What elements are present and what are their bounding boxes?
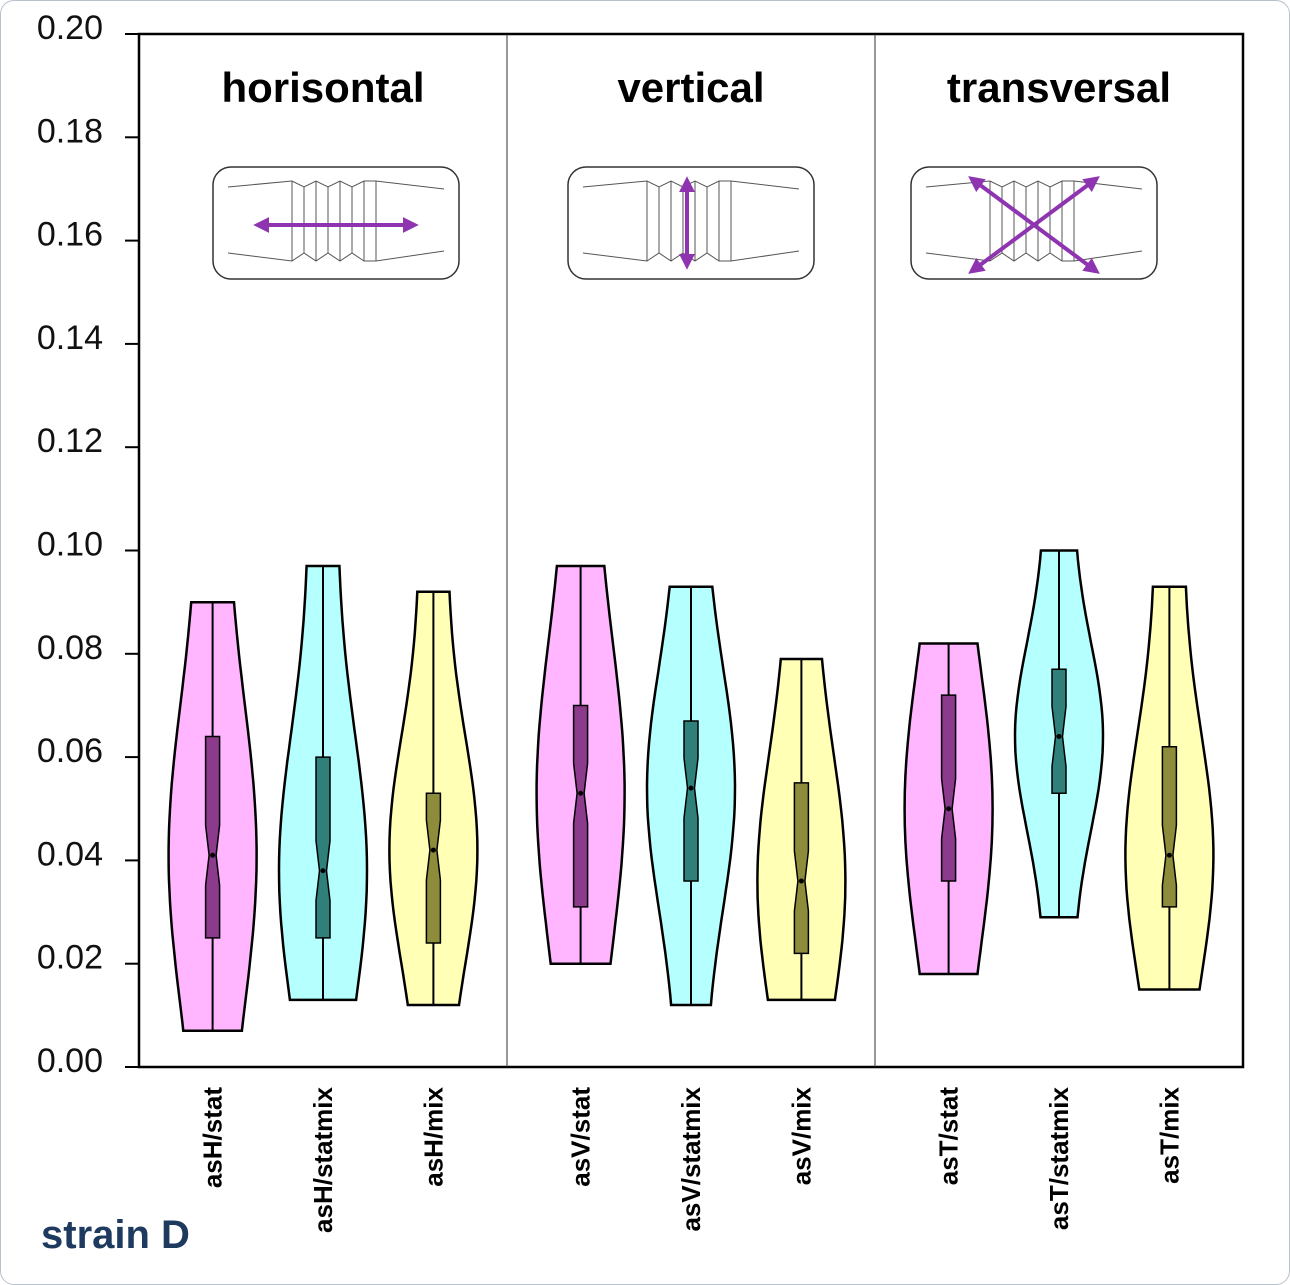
median <box>946 806 951 811</box>
chart: 0.00 0.02 0.04 0.06 0.08 0.10 0.12 0.14 0.16 0.18… <box>1 1 1289 1284</box>
median <box>578 791 583 796</box>
icon-vertical <box>568 167 814 279</box>
box <box>684 721 698 881</box>
y-tick-label: 0.06 <box>37 732 103 770</box>
panel-title: vertical <box>617 64 764 111</box>
caption: strain D <box>41 1213 190 1258</box>
x-tick-label: asV/statmix <box>676 1086 706 1231</box>
median <box>799 879 804 884</box>
box <box>574 705 588 906</box>
median <box>210 853 215 858</box>
y-tick-label: 0.04 <box>37 835 103 873</box>
y-tick-label: 0.18 <box>37 112 103 150</box>
x-tick-label: asH/stat <box>197 1087 227 1188</box>
x-tick-label: asT/stat <box>933 1087 963 1186</box>
y-tick-label: 0.02 <box>37 939 103 977</box>
y-tick-label: 0.16 <box>37 216 103 254</box>
icon-transversal <box>911 167 1157 279</box>
box <box>206 736 220 937</box>
y-tick-label: 0.08 <box>37 629 103 667</box>
box <box>794 783 808 953</box>
box <box>426 793 440 943</box>
y-tick-label: 0.00 <box>37 1042 103 1080</box>
median <box>1167 853 1172 858</box>
panel-title: horisontal <box>221 64 424 111</box>
box <box>1162 747 1176 907</box>
box <box>316 757 330 938</box>
x-tick-label: asH/mix <box>418 1086 448 1186</box>
median <box>1057 734 1062 739</box>
y-tick-label: 0.12 <box>37 422 103 460</box>
median <box>689 786 694 791</box>
y-tick-label: 0.14 <box>37 319 103 357</box>
x-tick-label: asV/mix <box>786 1086 816 1185</box>
icon-horizontal <box>213 167 459 279</box>
x-tick-label: asT/statmix <box>1044 1086 1074 1230</box>
y-tick-label: 0.10 <box>37 525 103 563</box>
panel-title: transversal <box>947 64 1171 111</box>
box <box>942 695 956 881</box>
x-tick-label: asV/stat <box>565 1087 595 1187</box>
card: 0.00 0.02 0.04 0.06 0.08 0.10 0.12 0.14 0.16 0.18… <box>0 0 1290 1285</box>
x-tick-label: asH/statmix <box>308 1086 338 1232</box>
y-tick-label: 0.20 <box>37 9 103 47</box>
x-tick-label: asT/mix <box>1154 1086 1184 1183</box>
median <box>321 868 326 873</box>
median <box>431 848 436 853</box>
